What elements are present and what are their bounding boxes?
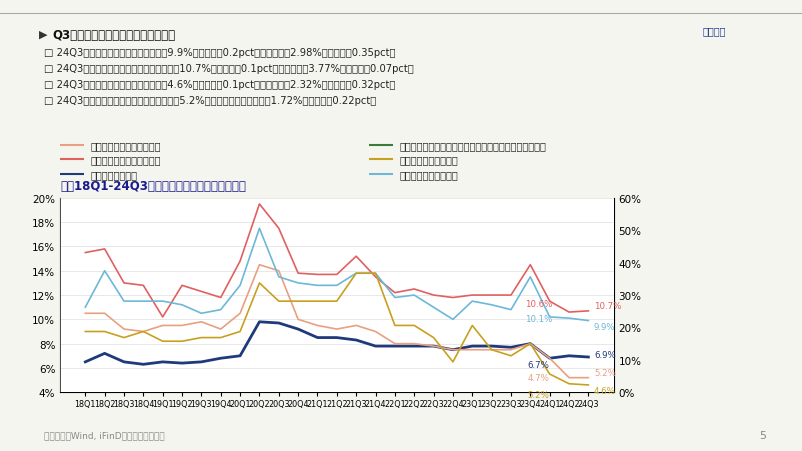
Text: 9.9%: 9.9% <box>594 322 616 331</box>
Text: 非药主动基金医药重仓占比: 非药主动基金医药重仓占比 <box>91 141 161 151</box>
Text: □ 24Q3全部非药基金的医药重仓占比为4.6%，环比下降0.1pct，低配比例为2.32%，环比扩大0.32pct；: □ 24Q3全部非药基金的医药重仓占比为4.6%，环比下降0.1pct，低配比例… <box>44 80 395 90</box>
Text: 10.1%: 10.1% <box>525 314 552 323</box>
Text: □ 24Q3全部公募基金的医药重仓占比为9.9%，环比下降0.2pct，超配比例为2.98%，环比下降0.35pct；: □ 24Q3全部公募基金的医药重仓占比为9.9%，环比下降0.2pct，超配比例… <box>44 48 395 58</box>
Text: □ 24Q3全部公募主动基金的医药重仓占比为10.7%，环比提升0.1pct，超配比例为3.77%，环比下降0.07pct；: □ 24Q3全部公募主动基金的医药重仓占比为10.7%，环比提升0.1pct，超… <box>44 64 414 74</box>
Text: 10.6%: 10.6% <box>525 299 552 308</box>
Text: ▶: ▶ <box>38 29 47 39</box>
Text: Q3医药行业基金重仓占比持续下降：: Q3医药行业基金重仓占比持续下降： <box>52 29 176 42</box>
Text: 医药行业市值占比: 医药行业市值占比 <box>91 170 138 179</box>
Text: 公募基金医药重仓占比: 公募基金医药重仓占比 <box>399 170 458 179</box>
Text: 6.9%: 6.9% <box>594 350 616 359</box>
Text: 5: 5 <box>759 430 766 440</box>
Text: 医药基金医药重仓占公募基金医药重仓市值占比（右轴）: 医药基金医药重仓占公募基金医药重仓市值占比（右轴） <box>399 141 546 151</box>
Text: 华福证券: 华福证券 <box>702 27 726 37</box>
Text: 5.2%: 5.2% <box>594 368 616 377</box>
Text: 4.6%: 4.6% <box>594 386 616 395</box>
Text: 公募主动基金医药重仓占比: 公募主动基金医药重仓占比 <box>91 155 161 165</box>
Text: 4.7%: 4.7% <box>528 373 549 382</box>
Text: 非药基金医药重仓占比: 非药基金医药重仓占比 <box>399 155 458 165</box>
Text: □ 24Q3全部非药主动基金的医药重仓占比为5.2%，环比持平，低配比例为1.72%，环比扩大0.22pct。: □ 24Q3全部非药主动基金的医药重仓占比为5.2%，环比持平，低配比例为1.7… <box>44 96 376 106</box>
Text: 10.7%: 10.7% <box>594 301 622 310</box>
Text: 图：18Q1-24Q3医药行业基金重仓占比环比情况: 图：18Q1-24Q3医药行业基金重仓占比环比情况 <box>60 180 246 193</box>
Text: 资料来源：Wind, iFinD，华福证券研究所: 资料来源：Wind, iFinD，华福证券研究所 <box>44 431 164 440</box>
Text: 6.7%: 6.7% <box>528 360 549 369</box>
Text: 5.2%: 5.2% <box>528 391 549 400</box>
